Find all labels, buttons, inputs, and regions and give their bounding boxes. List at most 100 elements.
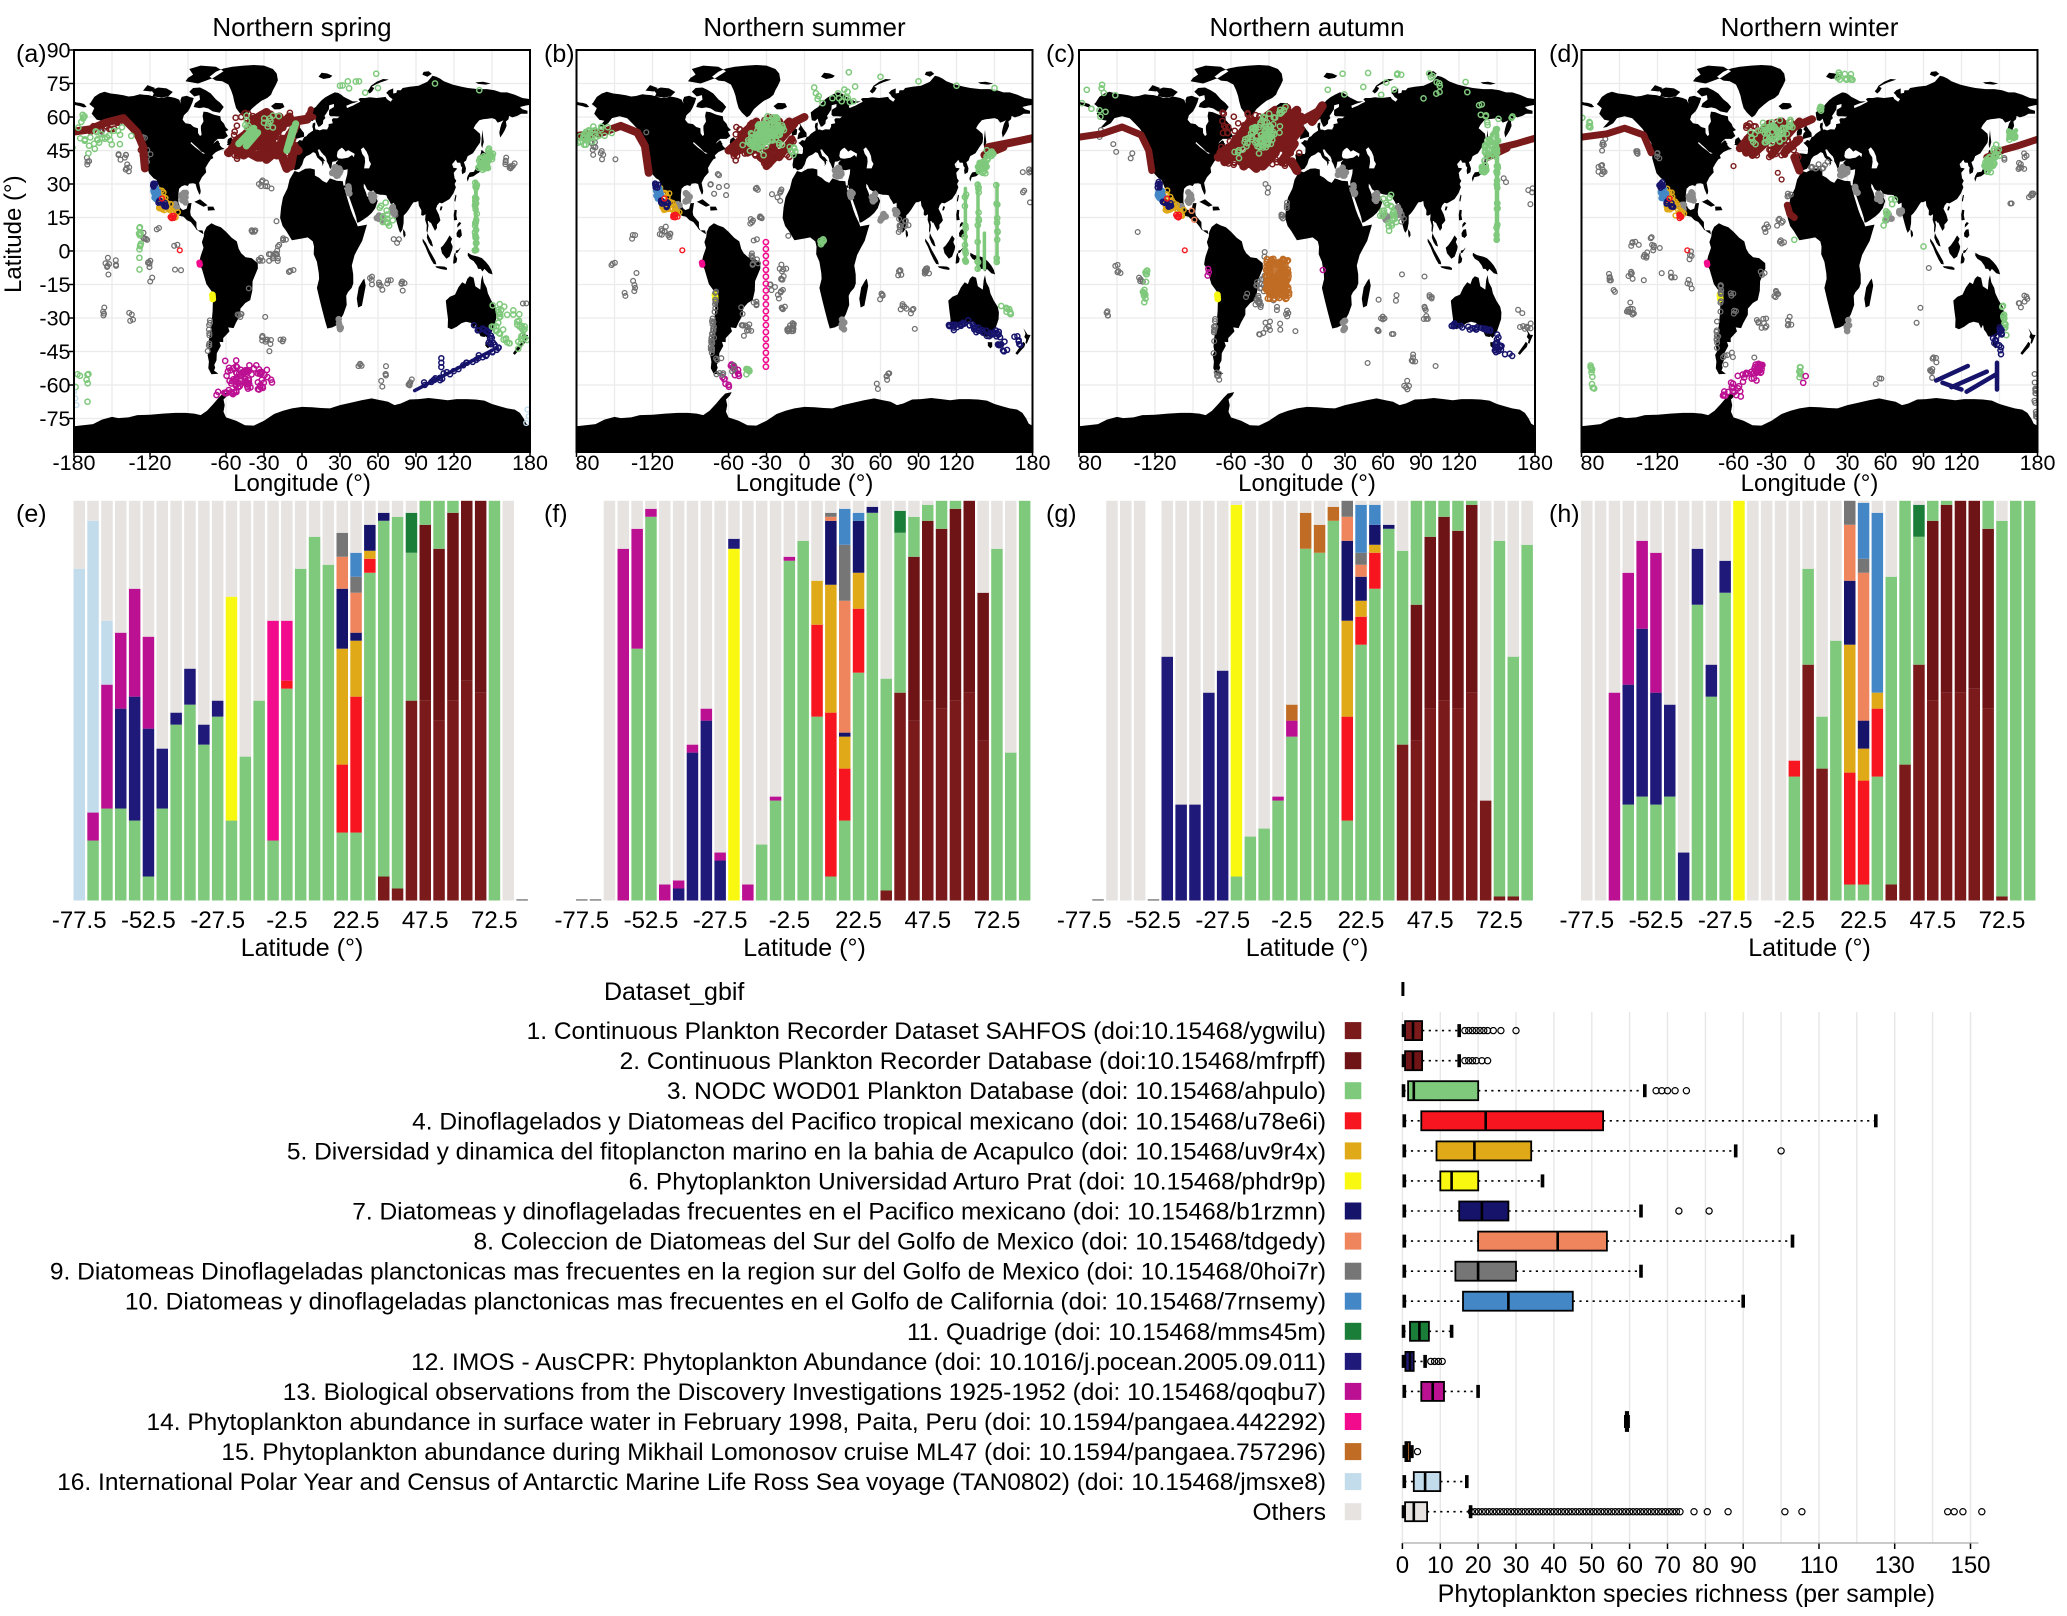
svg-text:3. NODC WOD01 Plankton Databas: 3. NODC WOD01 Plankton Database (doi: 10… — [667, 1078, 1326, 1105]
svg-text:-52.5: -52.5 — [1126, 907, 1181, 934]
svg-text:Northern summer: Northern summer — [703, 12, 906, 42]
svg-text:110: 110 — [1800, 1552, 1838, 1579]
svg-text:Longitude (°): Longitude (°) — [1741, 470, 1879, 497]
svg-text:(f): (f) — [544, 500, 568, 528]
svg-text:Others: Others — [1252, 1499, 1326, 1526]
svg-text:-77.5: -77.5 — [1057, 907, 1112, 934]
svg-text:15: 15 — [47, 206, 71, 230]
svg-text:-52.5: -52.5 — [624, 907, 679, 934]
svg-text:10: 10 — [1427, 1552, 1454, 1579]
svg-text:150: 150 — [1950, 1552, 1990, 1579]
svg-text:-27.5: -27.5 — [190, 907, 245, 934]
svg-text:72.5: 72.5 — [1476, 907, 1523, 934]
svg-text:47.5: 47.5 — [904, 907, 951, 934]
svg-text:Latitude (°): Latitude (°) — [1748, 934, 1871, 962]
svg-text:30: 30 — [47, 173, 71, 197]
svg-text:22.5: 22.5 — [333, 907, 380, 934]
svg-text:8. Coleccion de Diatomeas del: 8. Coleccion de Diatomeas del Sur del Go… — [473, 1229, 1326, 1256]
svg-text:-27.5: -27.5 — [1698, 907, 1753, 934]
svg-text:0: 0 — [1804, 451, 1816, 475]
svg-text:Longitude (°): Longitude (°) — [736, 470, 874, 497]
svg-text:72.5: 72.5 — [471, 907, 518, 934]
svg-text:90: 90 — [1730, 1552, 1757, 1579]
svg-text:60: 60 — [47, 106, 71, 130]
svg-text:22.5: 22.5 — [1840, 907, 1887, 934]
svg-text:-2.5: -2.5 — [1271, 907, 1312, 934]
svg-text:(a): (a) — [16, 40, 47, 68]
svg-text:14. Phytoplankton abundance in: 14. Phytoplankton abundance in surface w… — [146, 1409, 1326, 1436]
svg-text:(b): (b) — [544, 40, 575, 68]
svg-text:2. Continuous Plankton Recorde: 2. Continuous Plankton Recorder Database… — [620, 1048, 1326, 1075]
svg-text:(c): (c) — [1046, 40, 1075, 68]
svg-text:60: 60 — [1371, 451, 1395, 475]
svg-text:-60: -60 — [39, 374, 70, 398]
svg-text:(g): (g) — [1046, 500, 1077, 528]
svg-text:-30: -30 — [39, 307, 70, 331]
svg-text:Latitude (°): Latitude (°) — [1246, 934, 1369, 962]
svg-text:-77.5: -77.5 — [1559, 907, 1614, 934]
svg-text:0: 0 — [1301, 451, 1313, 475]
svg-text:20: 20 — [1465, 1552, 1492, 1579]
svg-text:80: 80 — [1078, 451, 1102, 475]
svg-text:Latitude (°): Latitude (°) — [241, 934, 364, 962]
svg-text:47.5: 47.5 — [402, 907, 449, 934]
svg-text:-15: -15 — [39, 273, 70, 297]
svg-text:-75: -75 — [39, 407, 70, 431]
svg-text:0: 0 — [296, 451, 308, 475]
svg-text:Dataset_gbif: Dataset_gbif — [604, 978, 744, 1006]
svg-text:6. Phytoplankton Universidad A: 6. Phytoplankton Universidad Arturo Prat… — [629, 1168, 1326, 1195]
svg-text:80: 80 — [1692, 1552, 1719, 1579]
svg-text:30: 30 — [1836, 451, 1860, 475]
svg-text:-27.5: -27.5 — [1195, 907, 1250, 934]
svg-text:12. IMOS - AusCPR: Phytoplankt: 12. IMOS - AusCPR: Phytoplankton Abundan… — [411, 1349, 1326, 1376]
svg-text:-2.5: -2.5 — [1774, 907, 1815, 934]
svg-text:Latitude (°): Latitude (°) — [743, 934, 866, 962]
svg-text:1. Continuous Plankton Recorde: 1. Continuous Plankton Recorder Dataset … — [527, 1018, 1326, 1045]
svg-text:0: 0 — [1396, 1552, 1409, 1579]
svg-text:Longitude (°): Longitude (°) — [1238, 470, 1376, 497]
svg-text:40: 40 — [1541, 1552, 1568, 1579]
svg-text:(d): (d) — [1549, 40, 1580, 68]
svg-text:60: 60 — [1616, 1552, 1643, 1579]
svg-text:9. Diatomeas Dinoflageladas pl: 9. Diatomeas Dinoflageladas planctonicas… — [50, 1259, 1326, 1286]
svg-text:22.5: 22.5 — [835, 907, 882, 934]
svg-text:-2.5: -2.5 — [266, 907, 307, 934]
svg-text:30: 30 — [1333, 451, 1357, 475]
svg-text:47.5: 47.5 — [1909, 907, 1956, 934]
svg-text:Northern autumn: Northern autumn — [1209, 12, 1404, 42]
svg-text:90: 90 — [47, 39, 71, 63]
svg-text:Latitude (°): Latitude (°) — [0, 175, 27, 293]
svg-text:50: 50 — [1578, 1552, 1605, 1579]
svg-text:30: 30 — [831, 451, 855, 475]
svg-text:90: 90 — [1912, 451, 1936, 475]
svg-text:4. Dinoflagelados y Diatomeas: 4. Dinoflagelados y Diatomeas del Pacifi… — [412, 1108, 1326, 1135]
svg-text:-52.5: -52.5 — [121, 907, 176, 934]
svg-text:70: 70 — [1654, 1552, 1681, 1579]
svg-text:45: 45 — [47, 139, 71, 163]
svg-text:13. Biological observations fr: 13. Biological observations from the Dis… — [283, 1379, 1326, 1406]
svg-text:130: 130 — [1875, 1552, 1915, 1579]
svg-text:30: 30 — [1503, 1552, 1530, 1579]
svg-text:80: 80 — [1581, 451, 1605, 475]
svg-text:0: 0 — [799, 451, 811, 475]
svg-text:Phytoplankton species richness: Phytoplankton species richness (per samp… — [1438, 1580, 1935, 1608]
svg-text:10. Diatomeas y dinoflageladas: 10. Diatomeas y dinoflageladas planctoni… — [125, 1289, 1326, 1316]
svg-text:72.5: 72.5 — [974, 907, 1021, 934]
svg-text:Longitude (°): Longitude (°) — [233, 470, 371, 497]
svg-text:15. Phytoplankton abundance du: 15. Phytoplankton abundance during Mikha… — [221, 1439, 1326, 1466]
svg-text:16. International Polar Year a: 16. International Polar Year and Census … — [57, 1469, 1326, 1496]
svg-text:72.5: 72.5 — [1979, 907, 2026, 934]
svg-text:-52.5: -52.5 — [1629, 907, 1684, 934]
svg-text:60: 60 — [366, 451, 390, 475]
svg-text:Northern winter: Northern winter — [1721, 12, 1899, 42]
svg-text:(e): (e) — [16, 500, 47, 528]
svg-text:Northern spring: Northern spring — [212, 12, 391, 42]
svg-text:-45: -45 — [39, 340, 70, 364]
svg-text:47.5: 47.5 — [1407, 907, 1454, 934]
svg-text:7. Diatomeas y dinoflageladas: 7. Diatomeas y dinoflageladas frecuentes… — [352, 1199, 1326, 1226]
svg-text:22.5: 22.5 — [1338, 907, 1385, 934]
svg-text:90: 90 — [1409, 451, 1433, 475]
svg-text:90: 90 — [907, 451, 931, 475]
svg-text:-27.5: -27.5 — [693, 907, 748, 934]
svg-text:80: 80 — [576, 451, 600, 475]
